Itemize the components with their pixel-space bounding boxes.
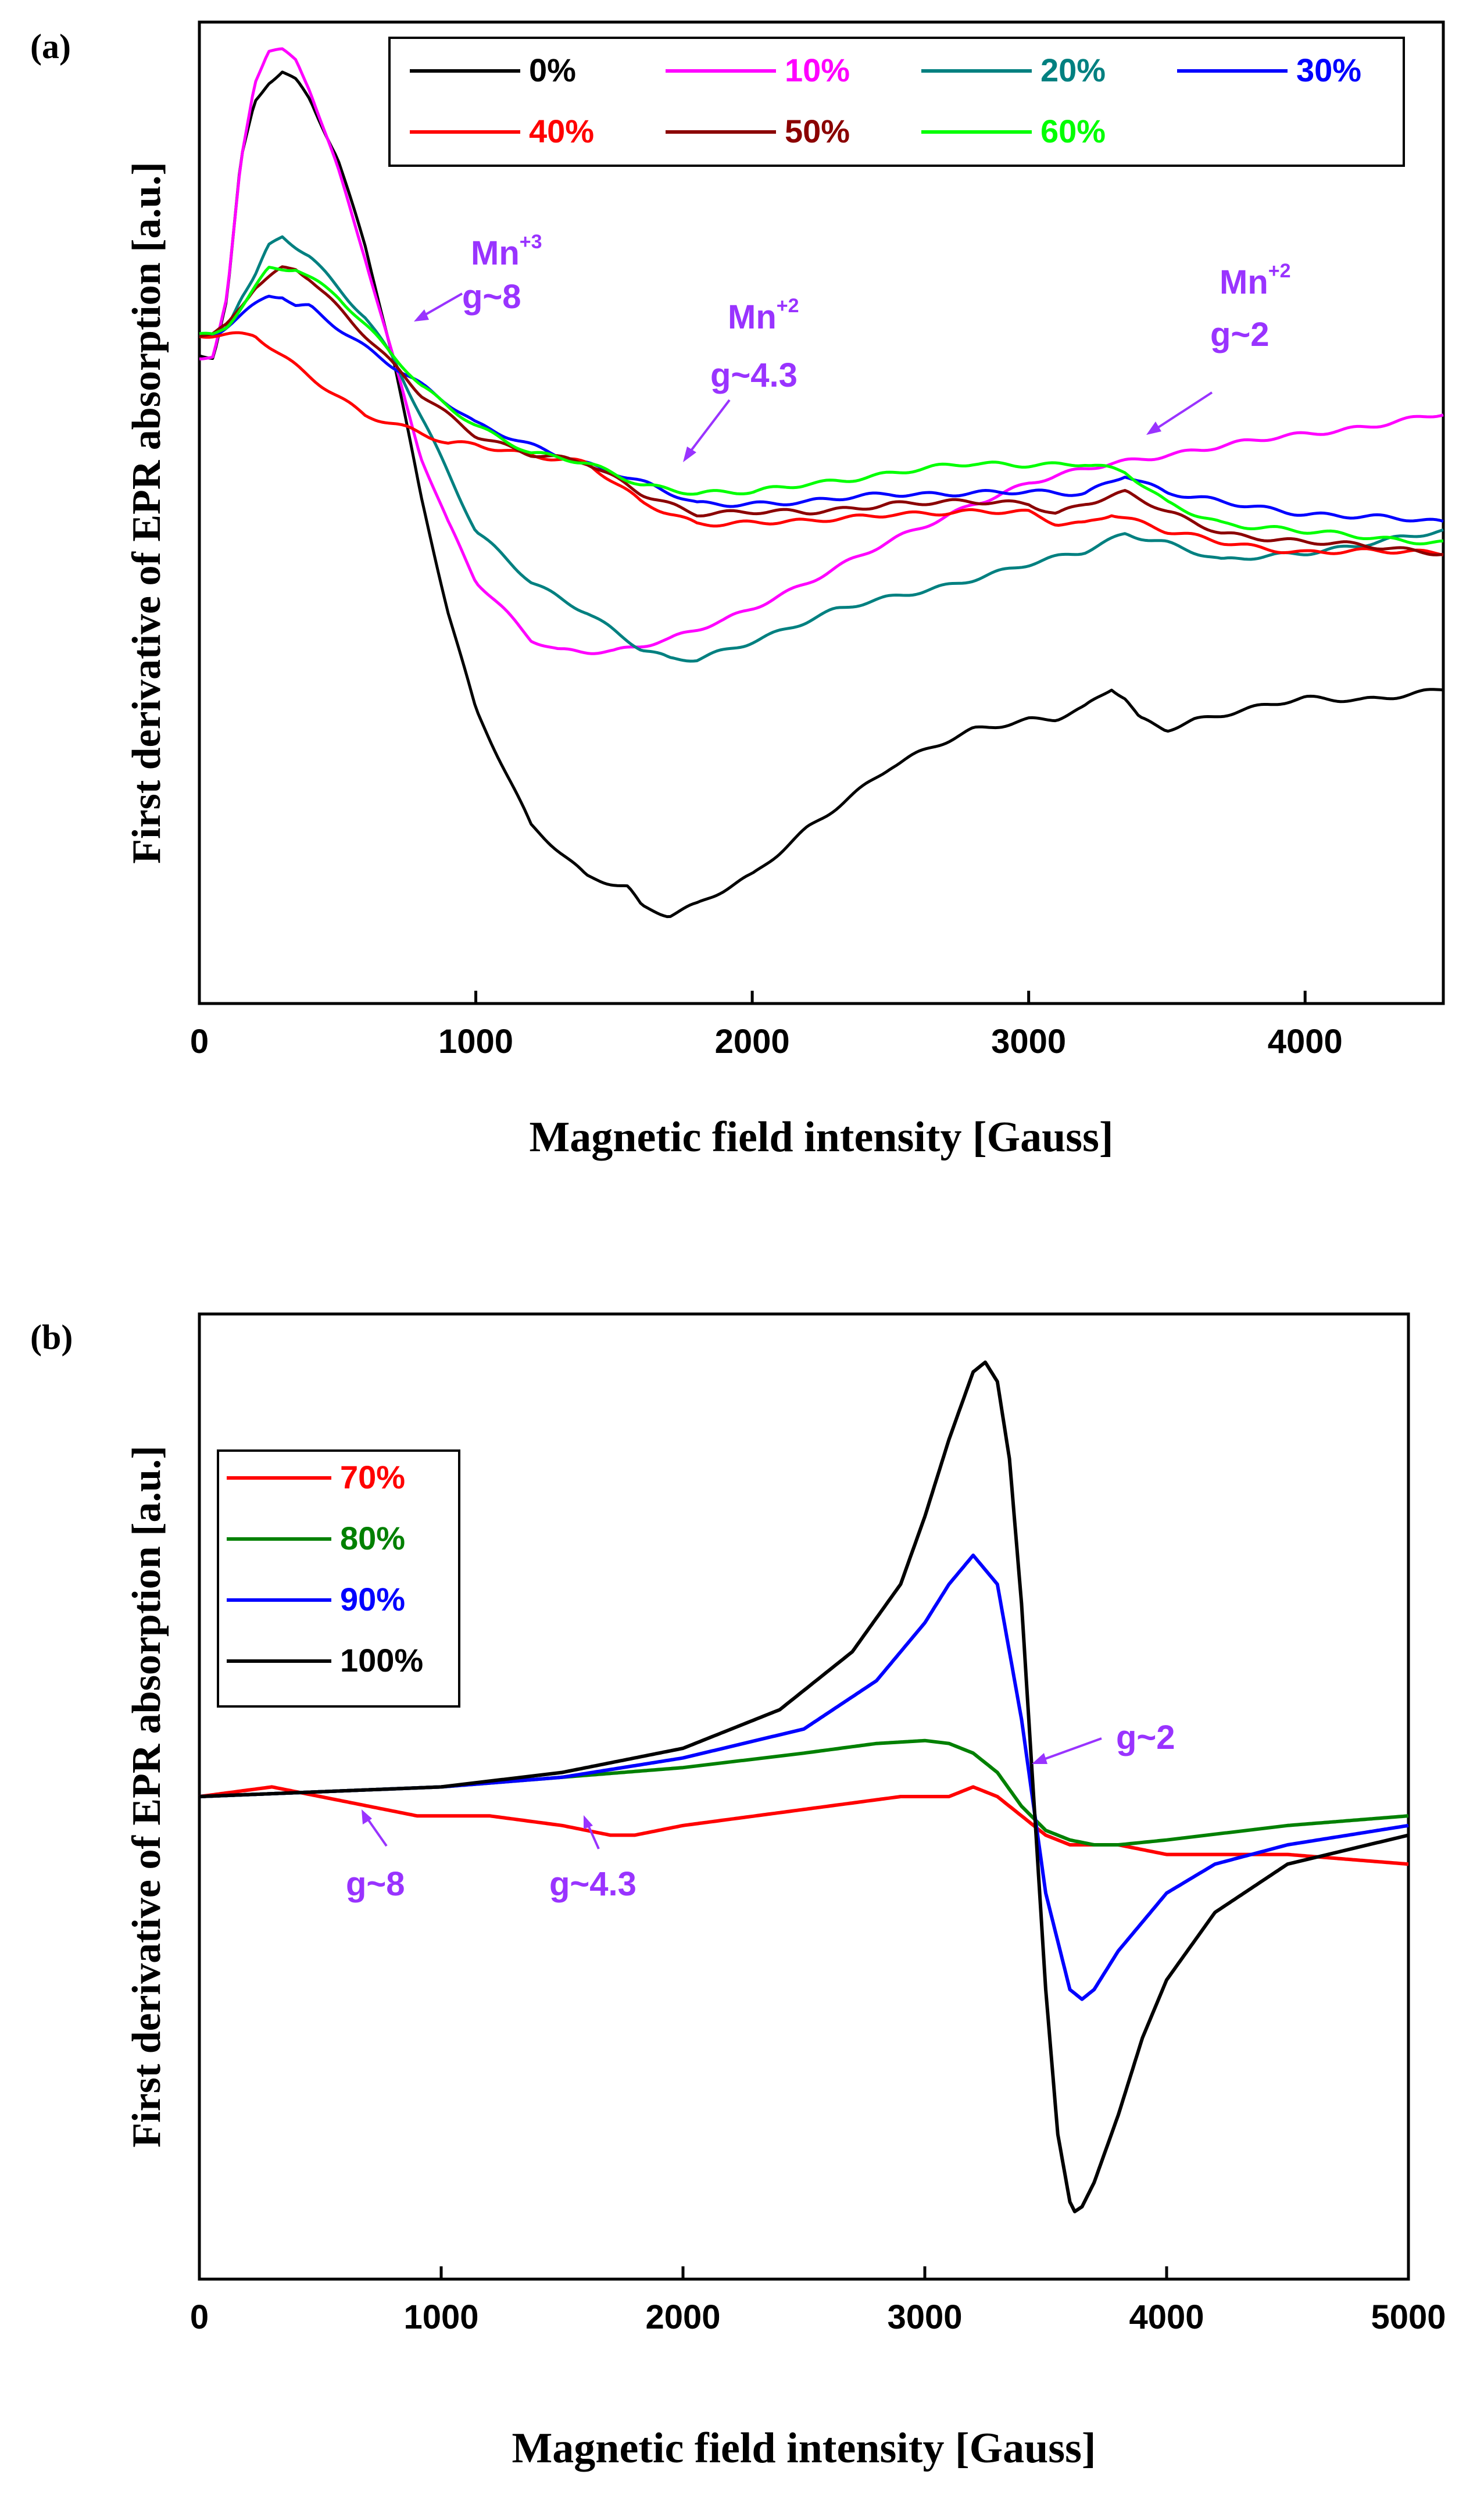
- x-axis-label-a: Magnetic field intensity [Gauss]: [529, 1113, 1113, 1161]
- arrow-head-icon: [584, 1815, 593, 1829]
- annotation-b-g2: g~2: [1032, 1719, 1175, 1764]
- x-tick-label-a-3: 3000: [991, 1023, 1066, 1060]
- series-line-a-1: [199, 47, 1444, 655]
- annotation-mn2-g2: Mn+2 g~2: [1146, 260, 1291, 435]
- series-line-a-2: [199, 235, 1444, 663]
- annotation-mn3-sup: +3: [520, 231, 542, 253]
- x-ticks-b: 0 1000 2000 3000 4000 5000: [190, 2266, 1446, 2336]
- legend-b: 70% 80% 90% 100%: [217, 1449, 460, 1708]
- x-tick-label-b-3: 3000: [887, 2298, 962, 2336]
- series-group-b: [199, 1361, 1409, 2213]
- annotation-mn2a-sup: +2: [777, 295, 799, 317]
- annotation-b-arrow-2: [365, 1816, 388, 1847]
- panel-label-a: (a): [30, 27, 71, 66]
- annotation-mn3-text: Mn: [471, 234, 520, 272]
- y-axis-label-a: First derivative of EPR absorption [a.u.…: [124, 162, 169, 863]
- series-line-b-3: [199, 1361, 1409, 2213]
- series-line-a-0: [199, 70, 1444, 919]
- y-axis-label-b: First derivative of EPR absorption [a.u.…: [124, 1445, 169, 2147]
- annotation-arrow-2: [688, 399, 731, 455]
- x-ticks-a: 0 1000 2000 3000 4000: [190, 991, 1343, 1060]
- series-line-b-0: [199, 1785, 1409, 1866]
- svg-text:Mn+2: Mn+2: [1220, 260, 1291, 301]
- x-tick-label-a-2: 2000: [715, 1023, 790, 1060]
- legend-label-b-0: 70%: [340, 1459, 405, 1495]
- arrow-head-icon: [683, 447, 696, 462]
- panel-label-b: (b): [30, 1318, 73, 1356]
- x-axis-label-b: Magnetic field intensity [Gauss]: [512, 2424, 1096, 2472]
- legend-box-a: [388, 37, 1405, 167]
- annotation-b-g43-text: g~4.3: [549, 1865, 636, 1903]
- series-line-b-1: [199, 1738, 1409, 1847]
- x-tick-label-b-2: 2000: [645, 2298, 720, 2336]
- plot-frame-a: [198, 20, 1445, 1005]
- x-tick-label-b-0: 0: [190, 2298, 209, 2336]
- svg-text:Mn+3: Mn+3: [471, 231, 542, 272]
- legend-entries-a: 0% 10% 20% 30% 40% 50% 60%: [410, 52, 1361, 149]
- series-line-a-3: [199, 294, 1444, 523]
- arrow-head-icon: [1146, 422, 1161, 435]
- annotation-arrow-1: [421, 292, 463, 318]
- legend-label-b-1: 80%: [340, 1520, 405, 1556]
- arrow-head-icon: [362, 1809, 372, 1824]
- annotation-mn2b-text: Mn: [1220, 263, 1268, 301]
- x-tick-label-b-5: 5000: [1371, 2298, 1446, 2336]
- annotation-mn2a-g: g~4.3: [710, 356, 798, 394]
- legend-a: 0% 10% 20% 30% 40% 50% 60%: [388, 37, 1405, 167]
- legend-label-a-6: 60%: [1040, 113, 1106, 149]
- annotation-b-arrow-1: [1040, 1737, 1102, 1762]
- series-line-a-6: [199, 266, 1444, 545]
- legend-label-a-5: 50%: [785, 113, 850, 149]
- panel-b: (b) 0 1000 2000 3000 4000 5000 Magnetic field…: [30, 1312, 1446, 2472]
- legend-label-a-2: 20%: [1040, 52, 1106, 88]
- legend-entries-b: 70% 80% 90% 100%: [227, 1459, 423, 1679]
- series-line-a-4: [199, 331, 1444, 556]
- legend-label-a-1: 10%: [785, 52, 850, 88]
- x-tick-label-a-1: 1000: [438, 1023, 513, 1060]
- annotation-mn2-g43: Mn+2 g~4.3: [683, 295, 799, 462]
- arrow-head-icon: [1032, 1753, 1047, 1764]
- x-tick-label-b-1: 1000: [403, 2298, 478, 2336]
- annotation-mn2a-text: Mn: [728, 298, 777, 336]
- x-tick-label-a-4: 4000: [1268, 1023, 1343, 1060]
- legend-label-a-3: 30%: [1296, 52, 1361, 88]
- annotation-b-g8: g~8: [346, 1809, 405, 1903]
- annotation-b-g8-text: g~8: [346, 1865, 405, 1903]
- annotation-mn3-g: g~8: [462, 278, 521, 316]
- legend-label-b-3: 100%: [340, 1642, 423, 1679]
- annotation-b-g43: g~4.3: [549, 1815, 636, 1903]
- legend-label-a-4: 40%: [529, 113, 594, 149]
- legend-label-a-0: 0%: [529, 52, 576, 88]
- series-line-a-5: [199, 265, 1444, 556]
- legend-box-b: [217, 1449, 460, 1708]
- panel-a: (a) 0 1000 2000 3000 4000 Magnetic field int…: [30, 20, 1445, 1161]
- arrow-head-icon: [414, 309, 429, 322]
- x-tick-label-b-4: 4000: [1129, 2298, 1204, 2336]
- annotation-mn3-g8: Mn+3 g~8: [414, 231, 542, 322]
- annotation-mn2b-g: g~2: [1210, 316, 1270, 353]
- annotation-arrow-3: [1153, 391, 1213, 431]
- annotation-mn2b-sup: +2: [1268, 260, 1291, 282]
- series-group-a: [199, 47, 1444, 919]
- x-tick-label-a-0: 0: [190, 1023, 209, 1060]
- legend-label-b-2: 90%: [340, 1581, 405, 1617]
- svg-text:Mn+2: Mn+2: [728, 295, 799, 336]
- annotation-b-g2-text: g~2: [1116, 1719, 1175, 1756]
